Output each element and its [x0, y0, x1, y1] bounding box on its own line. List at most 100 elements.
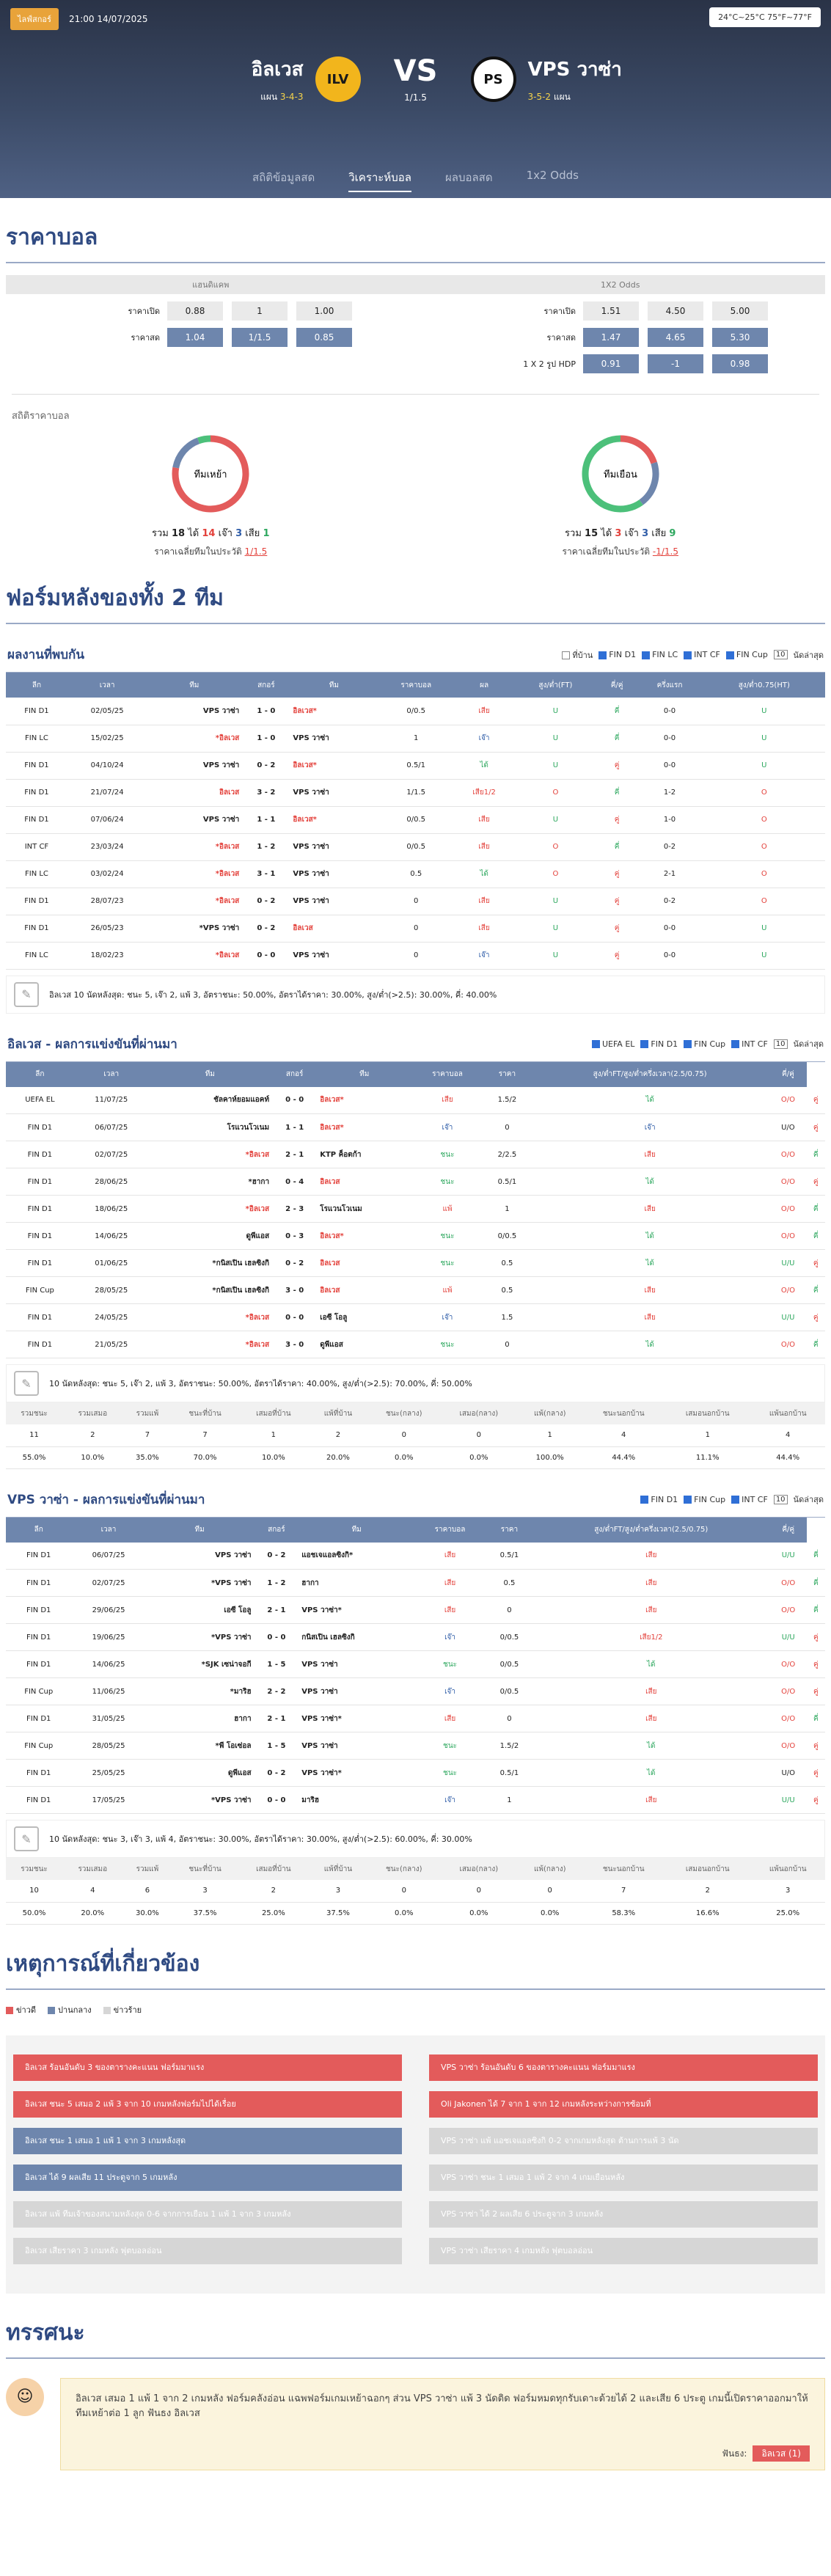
table-cell[interactable]: *กนิสเปิน เฮลซิงกิ — [148, 1249, 272, 1277]
table-row[interactable]: FIN D1 29/06/25 เอซี โอลู 2 - 1 VPS วาซ่า* เส… — [6, 1596, 825, 1624]
table-cell[interactable]: กนิสเปิน เฮลซิงกิ — [299, 1623, 414, 1651]
odds-cell[interactable]: 5.30 — [712, 328, 768, 347]
related-event[interactable]: VPS วาซ่า เสียราคา 4 เกมหลัง ฟุตบอลอ่อน — [429, 2237, 818, 2264]
filter-1[interactable]: FIN D1 — [598, 650, 636, 659]
table-row[interactable]: FIN Cup 28/05/25 *พี โอเซ่อล 1 - 5 VPS วาซ่า… — [6, 1732, 825, 1760]
table-cell[interactable]: อิลเวส — [147, 779, 242, 807]
table-cell[interactable]: อิลเวส* — [290, 806, 378, 834]
table-cell[interactable]: VPS วาซ่า — [299, 1677, 414, 1705]
table-cell[interactable]: ชัลคาห์ยอมแอคท์ — [148, 1086, 272, 1114]
table-cell[interactable]: มาริฮ — [299, 1786, 414, 1814]
table-row[interactable]: FIN D1 14/06/25 *SJK เซน่าจอกี 1 - 5 VPS วาซ… — [6, 1650, 825, 1678]
related-event[interactable]: อิลเวส ร้อนอันดับ 3 ของตารางคะแนน ฟอร์มม… — [13, 2054, 402, 2081]
table-row[interactable]: FIN LC 15/02/25 *อิลเวส 1 - 0 VPS วาซ่า 1 เจ๊า… — [6, 725, 825, 753]
table-cell[interactable]: *อิลเวส — [148, 1303, 272, 1331]
checkbox-icon[interactable] — [684, 1040, 692, 1048]
table-row[interactable]: FIN LC 03/02/24 *อิลเวส 3 - 1 VPS วาซ่า 0.5 ได… — [6, 860, 825, 888]
table-row[interactable]: FIN D1 02/05/25 VPS วาซ่า 1 - 0 อิลเวส* 0/0.5… — [6, 698, 825, 725]
table-cell[interactable]: *อิลเวส — [147, 725, 242, 753]
table-row[interactable]: FIN LC 18/02/23 *อิลเวส 0 - 0 VPS วาซ่า 0 เจ๊า… — [6, 942, 825, 970]
tab-live-stats[interactable]: สถิติข้อมูลสด — [252, 171, 315, 184]
table-cell[interactable]: VPS วาซ่า — [290, 725, 378, 753]
table-cell[interactable]: ฮากา — [145, 1705, 254, 1732]
filter-0[interactable]: ที่บ้าน — [562, 648, 593, 662]
odds-cell[interactable]: 0.91 — [583, 354, 639, 373]
odds-cell[interactable]: 1 — [232, 301, 288, 321]
related-event[interactable]: Oli Jakonen ได้ 7 จาก 1 จาก 12 เกมหลังระ… — [429, 2090, 818, 2118]
table-cell[interactable]: *อิลเวส — [147, 860, 242, 888]
filter-1[interactable]: FIN D1 — [640, 1039, 678, 1049]
odds-cell[interactable]: 1.00 — [296, 301, 352, 321]
table-cell[interactable]: *SJK เซน่าจอกี — [145, 1650, 254, 1678]
checkbox-icon[interactable] — [684, 651, 692, 659]
table-row[interactable]: FIN D1 01/06/25 *กนิสเปิน เฮลซิงกิ 0 - 2 อิล… — [6, 1249, 825, 1277]
table-cell[interactable]: *พี โอเซ่อล — [145, 1732, 254, 1760]
table-cell[interactable]: *อิลเวส — [148, 1331, 272, 1358]
table-row[interactable]: FIN D1 14/06/25 ดูพีแอส 0 - 3 อิลเวส* ชนะ 0/0.… — [6, 1222, 825, 1250]
table-cell[interactable]: อิลเวส* — [290, 698, 378, 725]
filter-0[interactable]: UEFA EL — [591, 1039, 634, 1049]
table-cell[interactable]: *อิลเวส — [148, 1195, 272, 1223]
related-event[interactable]: อิลเวส ชนะ 1 เสมอ 1 แพ้ 1 จาก 3 เกมหลังส… — [13, 2127, 402, 2154]
filter-4[interactable]: FIN Cup — [725, 650, 768, 659]
odds-cell[interactable]: 1.04 — [167, 328, 223, 347]
odds-cell[interactable]: 0.85 — [296, 328, 352, 347]
table-cell[interactable]: อิลเวส* — [318, 1113, 411, 1141]
related-event[interactable]: อิลเวส แพ้ ทีมเจ้าของสนามหลังสุด 0-6 จาก… — [13, 2200, 402, 2228]
table-cell[interactable]: เอซี โอลู — [318, 1303, 411, 1331]
table-cell[interactable]: *กนิสเปิน เฮลซิงกิ — [148, 1276, 272, 1304]
odds-cell[interactable]: 1.51 — [583, 301, 639, 321]
table-row[interactable]: FIN D1 06/07/25 โรแวนโวเนม 1 - 1 อิลเวส* เจ๊า… — [6, 1113, 825, 1141]
related-event[interactable]: อิลเวส ชนะ 5 เสมอ 2 แพ้ 3 จาก 10 เกมหลัง… — [13, 2090, 402, 2118]
checkbox-icon[interactable] — [591, 1040, 600, 1048]
table-cell[interactable]: *ฮากา — [148, 1168, 272, 1196]
table-cell[interactable]: VPS วาซ่า — [290, 779, 378, 807]
count-select[interactable]: 10 — [773, 1039, 788, 1049]
table-row[interactable]: FIN D1 21/07/24 อิลเวส 3 - 2 VPS วาซ่า 1/1.5 เ… — [6, 779, 825, 807]
filter-2[interactable]: FIN Cup — [684, 1039, 725, 1049]
table-row[interactable]: FIN D1 28/07/23 *อิลเวส 0 - 2 VPS วาซ่า 0 เสีย… — [6, 888, 825, 915]
related-event[interactable]: VPS วาซ่า ได้ 2 ผลเสีย 6 ประตูจาก 3 เกมห… — [429, 2200, 818, 2228]
home-team[interactable]: อิลเวส แผน 3-4-3 ILV — [119, 54, 361, 104]
table-cell[interactable]: ฮากา — [299, 1569, 414, 1597]
related-event[interactable]: อิลเวส เสียราคา 3 เกมหลัง ฟุตบอลอ่อน — [13, 2237, 402, 2264]
table-cell[interactable]: *อิลเวส — [147, 888, 242, 915]
table-cell[interactable]: VPS วาซ่า — [299, 1650, 414, 1678]
filter-3[interactable]: INT CF — [731, 1039, 768, 1049]
table-cell[interactable]: อิลเวส* — [318, 1086, 411, 1114]
away-team[interactable]: PS VPS วาซ่า 3-5-2 แผน — [470, 54, 713, 104]
odds-cell[interactable]: -1 — [648, 354, 703, 373]
table-cell[interactable]: ดูพีแอส — [145, 1759, 254, 1787]
odds-cell[interactable]: 0.98 — [712, 354, 768, 373]
table-cell[interactable]: ดูพีแอส — [148, 1222, 272, 1250]
table-row[interactable]: FIN Cup 28/05/25 *กนิสเปิน เฮลซิงกิ 3 - 0 อิ… — [6, 1276, 825, 1304]
table-cell[interactable]: *มาริฮ — [145, 1677, 254, 1705]
filter-1[interactable]: FIN Cup — [684, 1495, 725, 1504]
table-cell[interactable]: VPS วาซ่า — [299, 1732, 414, 1760]
table-row[interactable]: UEFA EL 11/07/25 ชัลคาห์ยอมแอคท์ 0 - 0 อิลเว… — [6, 1086, 825, 1114]
table-cell[interactable]: อิลเวส* — [318, 1222, 411, 1250]
table-row[interactable]: FIN D1 28/06/25 *ฮากา 0 - 4 อิลเวส ชนะ 0.5/1 ได… — [6, 1168, 825, 1196]
table-cell[interactable]: แอชเจแอลซิงกิ* — [299, 1542, 414, 1570]
table-row[interactable]: FIN D1 25/05/25 ดูพีแอส 0 - 2 VPS วาซ่า* ชนะ 0… — [6, 1759, 825, 1787]
table-cell[interactable]: อิลเวส — [290, 915, 378, 943]
table-cell[interactable]: *VPS วาซ่า — [145, 1786, 254, 1814]
tab-1x2-odds[interactable]: 1x2 Odds — [526, 169, 579, 182]
table-cell[interactable]: VPS วาซ่า* — [299, 1705, 414, 1732]
table-row[interactable]: FIN D1 07/06/24 VPS วาซ่า 1 - 1 อิลเวส* 0/0.5… — [6, 806, 825, 834]
tab-analysis[interactable]: วิเคราะห์บอล — [348, 169, 411, 192]
table-row[interactable]: INT CF 23/03/24 *อิลเวส 1 - 2 VPS วาซ่า 0/0.5… — [6, 833, 825, 861]
table-row[interactable]: FIN D1 04/10/24 VPS วาซ่า 0 - 2 อิลเวส* 0.5/1… — [6, 752, 825, 780]
checkbox-icon[interactable] — [684, 1496, 692, 1504]
odds-cell[interactable]: 5.00 — [712, 301, 768, 321]
table-row[interactable]: FIN D1 24/05/25 *อิลเวส 0 - 0 เอซี โอลู เจ๊า 1… — [6, 1303, 825, 1331]
count-select[interactable]: 10 — [773, 1494, 788, 1504]
checkbox-icon[interactable] — [598, 651, 607, 659]
tab-live-score[interactable]: ผลบอลสด — [444, 171, 493, 184]
checkbox-icon[interactable] — [642, 651, 651, 659]
checkbox-icon[interactable] — [731, 1496, 740, 1504]
odds-cell[interactable]: 0.88 — [167, 301, 223, 321]
filter-0[interactable]: FIN D1 — [640, 1495, 678, 1504]
table-row[interactable]: FIN Cup 11/06/25 *มาริฮ 2 - 2 VPS วาซ่า เจ๊า 0… — [6, 1677, 825, 1705]
table-row[interactable]: FIN D1 02/07/25 *VPS วาซ่า 1 - 2 ฮากา เสีย 0.5… — [6, 1569, 825, 1597]
